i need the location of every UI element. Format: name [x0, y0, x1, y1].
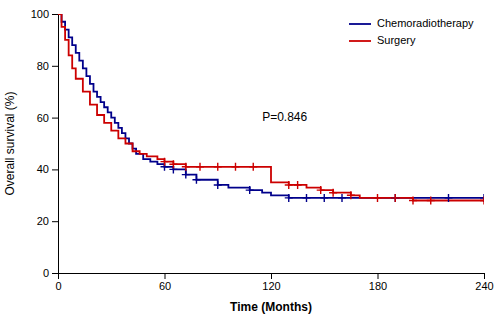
censor-mark	[192, 176, 200, 184]
censor-mark	[320, 194, 328, 202]
x-axis-tick-mark	[378, 273, 379, 279]
x-axis-tick-label: 120	[262, 280, 280, 292]
censor-mark	[294, 181, 302, 189]
x-axis-line	[59, 274, 485, 280]
x-axis-tick-mark	[271, 273, 272, 279]
censor-mark	[427, 196, 435, 204]
censor-marks	[161, 163, 485, 202]
x-axis-tick-label: 60	[159, 280, 171, 292]
x-axis-title: Time (Months)	[230, 300, 312, 314]
censor-mark	[214, 163, 222, 171]
x-axis-tick-mark	[165, 273, 166, 279]
y-axis-tick: 60	[37, 112, 58, 124]
y-axis-tick-label: 40	[37, 163, 49, 175]
y-axis-tick-label: 0	[43, 267, 49, 279]
y-axis-tick-label: 20	[37, 215, 49, 227]
y-axis-tick-mark	[52, 66, 58, 67]
censor-mark	[329, 189, 337, 197]
legend-swatch	[349, 23, 371, 25]
censor-mark	[285, 181, 293, 189]
censor-mark	[285, 194, 293, 202]
censor-mark	[169, 160, 177, 168]
censor-mark	[409, 196, 417, 204]
y-axis-tick-mark	[52, 221, 58, 222]
censor-mark	[303, 194, 311, 202]
annotation: P=0.846	[262, 110, 307, 124]
y-axis-tick: 20	[37, 215, 58, 227]
x-axis-tick-label: 0	[55, 280, 61, 292]
x-axis-tick-mark	[484, 273, 485, 279]
legend-label: Surgery	[377, 34, 416, 46]
y-axis-tick-mark	[52, 273, 58, 274]
censor-mark	[347, 191, 355, 199]
x-axis: 0 60 120 180 240	[55, 273, 493, 292]
censor-mark	[338, 194, 346, 202]
x-axis-tick-label: 240	[475, 280, 493, 292]
x-axis-tick-label: 180	[369, 280, 387, 292]
censor-mark	[391, 194, 399, 202]
censor-mark	[249, 163, 257, 171]
legend: Chemoradiotherapy Surgery	[349, 17, 474, 46]
legend-item: Chemoradiotherapy	[349, 17, 474, 29]
y-axis-tick-mark	[52, 118, 58, 119]
y-axis-tick: 80	[37, 60, 58, 72]
y-axis-tick: 40	[37, 163, 58, 175]
censor-mark	[480, 196, 484, 204]
y-axis-line	[52, 15, 59, 274]
y-axis-title: Overall survival (%)	[3, 91, 17, 195]
legend-item: Surgery	[349, 34, 416, 46]
legend-label: Chemoradiotherapy	[377, 17, 474, 29]
legend-swatch	[349, 40, 371, 42]
chart-container: 0 60 120 180 240 0 20 40 60 80 100 P=0.846 Chemoradi…	[0, 0, 500, 319]
censor-mark	[214, 181, 222, 189]
censor-mark	[391, 194, 399, 202]
y-axis-tick-mark	[52, 169, 58, 170]
plot-root: 0 60 120 180 240 0 20 40 60 80 100 P=0.846 Chemoradi…	[31, 8, 494, 292]
chart-svg: 0 60 120 180 240 0 20 40 60 80 100 P=0.846 Chemoradi…	[0, 0, 500, 319]
y-axis-tick: 0	[43, 267, 58, 279]
censor-mark	[246, 186, 254, 194]
y-axis-tick-mark	[52, 14, 58, 15]
censor-mark	[445, 194, 453, 202]
x-axis-tick: 0	[55, 273, 61, 292]
censor-mark	[317, 186, 325, 194]
censor-mark	[161, 158, 169, 166]
y-axis-tick-label: 100	[31, 8, 49, 20]
series-line	[58, 14, 484, 200]
x-axis-tick: 120	[262, 273, 280, 292]
y-axis-tick-label: 60	[37, 112, 49, 124]
y-axis: 0 20 40 60 80 100	[31, 8, 59, 279]
censor-mark	[232, 163, 240, 171]
censor-marks	[161, 158, 485, 205]
y-axis-tick-label: 80	[37, 60, 49, 72]
marks	[58, 14, 484, 204]
censor-mark	[196, 163, 204, 171]
x-axis-tick: 60	[159, 273, 171, 292]
censor-mark	[374, 194, 382, 202]
x-axis-tick: 240	[475, 273, 493, 292]
y-axis-tick: 100	[31, 8, 58, 20]
x-axis-tick: 180	[369, 273, 387, 292]
censor-mark	[182, 163, 190, 171]
censor-mark	[182, 171, 190, 179]
